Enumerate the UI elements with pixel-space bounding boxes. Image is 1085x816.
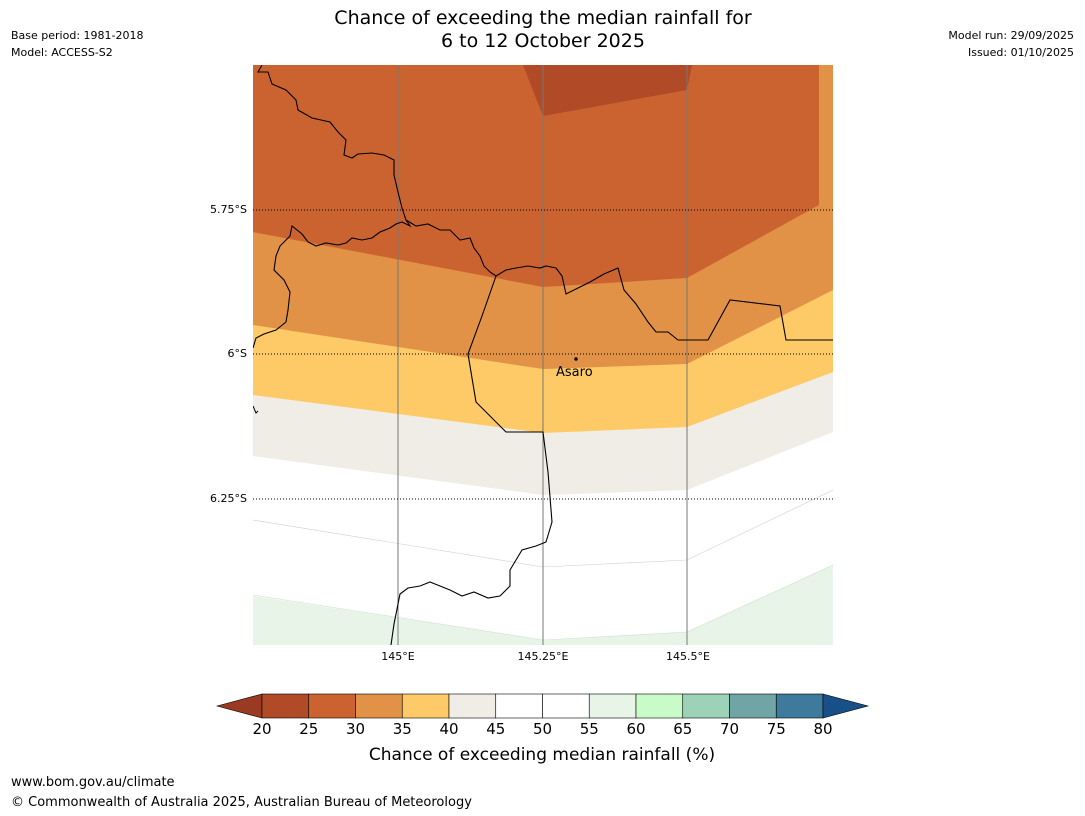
colorbar-tick-label: 50	[532, 720, 553, 738]
province-boundary	[405, 219, 833, 341]
colorbar-tick-label: 45	[486, 720, 506, 738]
colorbar-tick-label: 40	[439, 720, 459, 738]
model-run-text: Model run: 29/09/2025	[948, 29, 1074, 42]
forecast-map	[253, 65, 833, 645]
title-line-2: 6 to 12 October 2025	[441, 30, 645, 52]
lat-label-6-25: 6.25°S	[210, 492, 247, 505]
model-text: Model: ACCESS-S2	[11, 46, 113, 59]
header-left-info: Base period: 1981-2018 Model: ACCESS-S2	[11, 27, 143, 61]
band-20-25	[523, 65, 692, 116]
colorbar-tick-label: 25	[299, 720, 319, 738]
band-25-30	[253, 65, 819, 287]
lon-label-145-5: 145.5°E	[666, 650, 710, 663]
province-boundary	[390, 275, 553, 645]
title-line-1: Chance of exceeding the median rainfall …	[334, 7, 752, 29]
colorbar-tick-label: 80	[813, 720, 833, 738]
place-label-asaro: Asaro	[556, 365, 593, 380]
base-period-text: Base period: 1981-2018	[11, 29, 144, 42]
colorbar-tick-label: 60	[626, 720, 646, 738]
issued-text: Issued: 01/10/2025	[967, 46, 1074, 59]
footer-copyright: © Commonwealth of Australia 2025, Austra…	[11, 795, 472, 810]
colorbar-tick-label: 75	[766, 720, 786, 738]
asaro-marker	[574, 357, 578, 361]
lat-label-6: 6°S	[227, 347, 247, 360]
colorbar-tick-label: 70	[719, 720, 740, 738]
colorbar-tick-label: 65	[673, 720, 693, 738]
map-title: Chance of exceeding the median rainfall …	[243, 7, 843, 53]
coast-fragment	[253, 405, 259, 414]
colorbar-tick-label: 55	[579, 720, 599, 738]
footer-url[interactable]: www.bom.gov.au/climate	[11, 775, 175, 790]
header-right-info: Model run: 29/09/2025 Issued: 01/10/2025	[948, 27, 1074, 61]
colorbar-tick-label: 35	[392, 720, 412, 738]
colorbar-title: Chance of exceeding median rainfall (%)	[368, 745, 716, 765]
colorbar-tick-label: 30	[345, 720, 366, 738]
lat-label-5-75: 5.75°S	[210, 203, 247, 216]
colorbar-tick-label: 20	[252, 720, 272, 738]
province-boundary	[253, 65, 412, 349]
lon-label-145: 145°E	[381, 650, 415, 663]
lon-label-145-25: 145.25°E	[517, 650, 569, 663]
